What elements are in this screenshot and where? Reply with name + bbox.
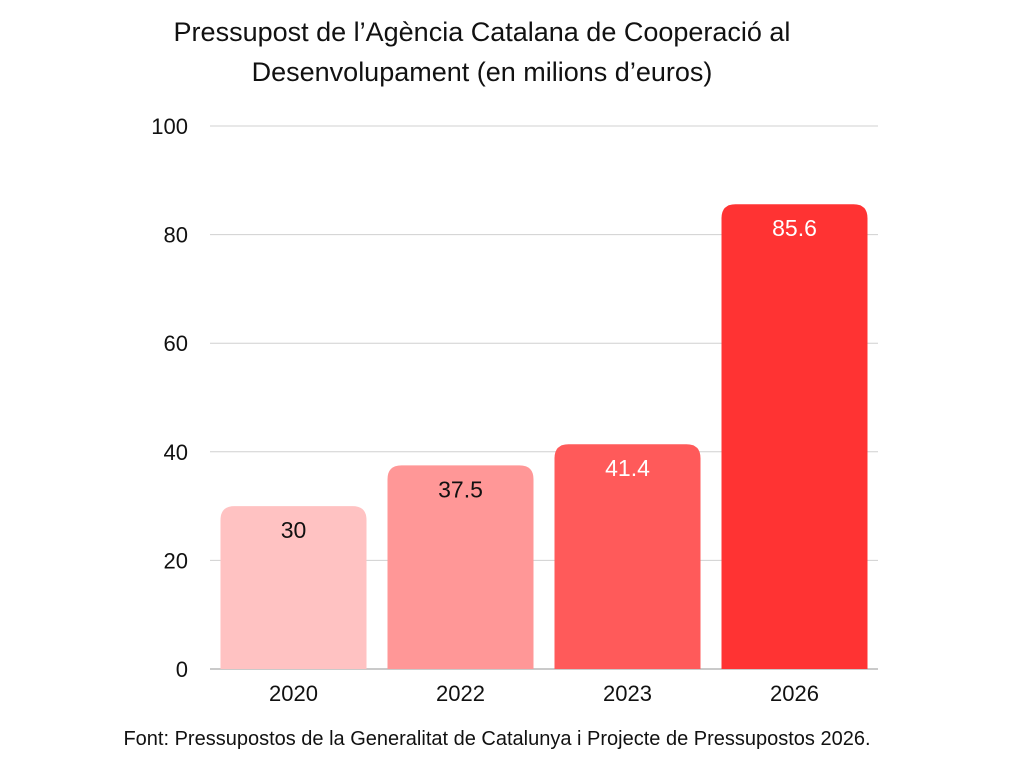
bar-2023 [554, 444, 701, 669]
chart-title-line-1: Pressupost de l’Agència Catalana de Coop… [173, 17, 791, 47]
y-tick-label: 100 [151, 114, 188, 139]
value-label-2022: 37.5 [438, 476, 483, 502]
source-footnote: Font: Pressupostos de la Generalitat de … [123, 728, 871, 750]
x-tick-label-2022: 2022 [436, 681, 485, 706]
y-tick-label: 0 [176, 657, 188, 682]
chart-title-line-2: Desenvolupament (en milions d’euros) [251, 57, 713, 87]
x-tick-label-2026: 2026 [770, 681, 819, 706]
bar-2020 [220, 506, 367, 669]
value-labels: 30 37.5 41.4 85.6 [281, 215, 817, 543]
value-label-2023: 41.4 [605, 455, 650, 481]
y-tick-label: 80 [164, 223, 188, 248]
x-tick-label-2020: 2020 [269, 681, 318, 706]
value-label-2026: 85.6 [772, 215, 817, 241]
y-tick-label: 40 [164, 440, 188, 465]
chart-title: Pressupost de l’Agència Catalana de Coop… [0, 12, 964, 92]
y-tick-label: 20 [164, 548, 188, 573]
y-axis-ticks: 0 20 40 60 80 100 [151, 114, 188, 682]
x-axis-ticks: 2020 2022 2023 2026 [269, 681, 819, 706]
x-tick-label-2023: 2023 [603, 681, 652, 706]
y-tick-label: 60 [164, 331, 188, 356]
bars [220, 204, 868, 669]
value-label-2020: 30 [281, 517, 307, 543]
bar-2026 [721, 204, 868, 669]
bar-2022 [387, 465, 534, 669]
